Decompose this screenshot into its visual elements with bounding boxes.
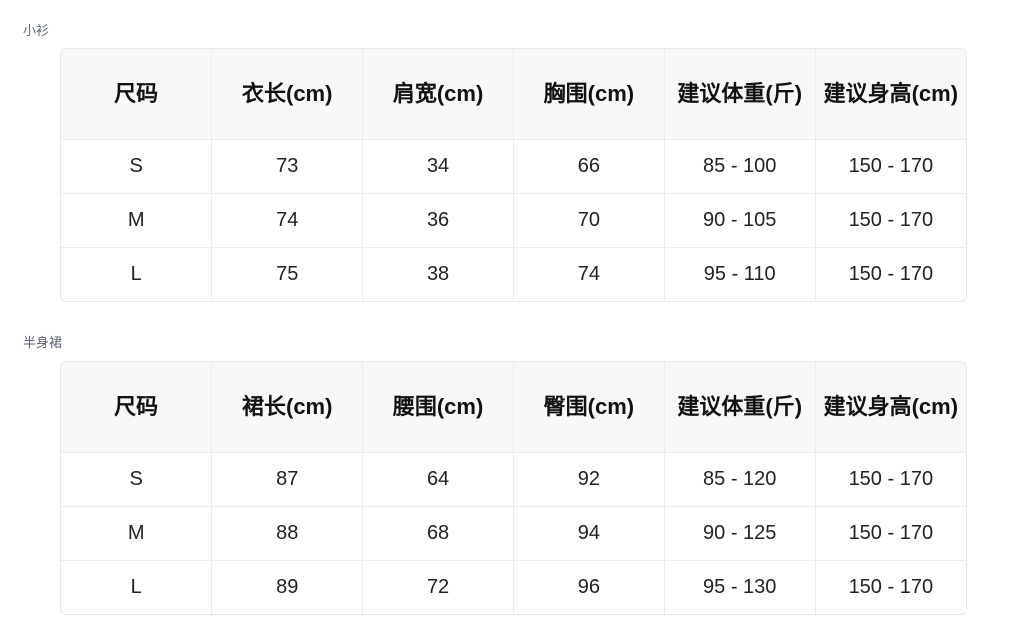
column-header-label: 腰围(cm) (392, 394, 484, 419)
column-header: 建议身高(cm) (815, 362, 966, 453)
table-row: L 89 72 96 95 - 130 150 - 170 (61, 560, 966, 614)
table-cell: 89 (211, 560, 364, 614)
table-title: 小衫 (23, 23, 50, 38)
table-cell: 66 (513, 139, 665, 194)
table-cell: 95 - 110 (664, 247, 816, 301)
column-header: 建议体重(斤) (664, 49, 816, 140)
table-cell: 150 - 170 (815, 139, 966, 194)
table-row: S 87 64 92 85 - 120 150 - 170 (61, 452, 966, 507)
table-cell: 90 - 105 (664, 193, 816, 248)
column-header-label: 臀围(cm) (543, 394, 635, 419)
table-row: S 73 34 66 85 - 100 150 - 170 (61, 139, 966, 194)
table-row: M 74 36 70 90 - 105 150 - 170 (61, 193, 966, 248)
column-header-label: 衣长(cm) (242, 81, 333, 106)
table-cell: 150 - 170 (815, 193, 966, 248)
table-cell: 34 (362, 139, 514, 194)
table-cell: 85 - 100 (664, 139, 816, 194)
table-cell: 75 (211, 247, 364, 301)
table-cell: 150 - 170 (848, 576, 934, 598)
table-cell: 68 (362, 506, 514, 561)
header-row: 尺码 衣长(cm) 肩宽(cm) 胸围(cm) 建议体重(斤) 建议身高(cm) (61, 49, 966, 140)
table-title: 半身裙 (23, 335, 63, 350)
column-header-label: 胸围(cm) (543, 81, 635, 106)
table-cell: 73 (211, 139, 364, 194)
table-cell: 70 (513, 193, 665, 248)
size-table: 尺码 裙长(cm) 腰围(cm) 臀围(cm) 建议体重(斤) 建议身高(cm) S 87 64… (60, 361, 967, 615)
table-cell: 96 (513, 560, 665, 614)
column-header: 肩宽(cm) (362, 49, 514, 140)
column-header: 建议体重(斤) (664, 362, 816, 453)
table-cell: 72 (362, 560, 514, 614)
column-header-label: 建议身高(cm) (823, 394, 959, 419)
table-cell: 36 (362, 193, 514, 248)
table-cell: 74 (513, 247, 665, 301)
table-cell: 94 (513, 506, 665, 561)
table-cell: 38 (362, 247, 514, 301)
table-cell: 74 (211, 193, 364, 248)
table-cell: L (61, 560, 213, 614)
column-header: 腰围(cm) (362, 362, 514, 453)
table-cell: L (61, 247, 213, 301)
column-header-label: 裙长(cm) (242, 394, 333, 419)
table-cell: M (61, 506, 213, 561)
table-row: M 88 68 94 90 - 125 150 - 170 (61, 506, 966, 561)
column-header-label: 建议身高(cm) (823, 81, 959, 106)
size-table: 尺码 衣长(cm) 肩宽(cm) 胸围(cm) 建议体重(斤) 建议身高(cm) S 73 34… (60, 48, 967, 302)
column-header: 裙长(cm) (211, 362, 364, 453)
table-cell: 150 - 170 (815, 506, 966, 561)
table-row: L 75 38 74 95 - 110 150 - 170 (61, 247, 966, 301)
table-cell: 150 - 170 (815, 452, 966, 507)
column-header: 尺码 (61, 49, 213, 140)
table-cell: 87 (211, 452, 364, 507)
table-cell: 150 - 170 (848, 263, 934, 285)
table-cell: 90 - 125 (664, 506, 816, 561)
column-header: 尺码 (61, 362, 213, 453)
table-cell: 64 (362, 452, 514, 507)
header-row: 尺码 裙长(cm) 腰围(cm) 臀围(cm) 建议体重(斤) 建议身高(cm) (61, 362, 966, 453)
column-header-label: 肩宽(cm) (392, 81, 484, 106)
column-header-label: 建议体重(斤) (677, 81, 803, 106)
column-header: 胸围(cm) (513, 49, 665, 140)
column-header-label: 建议体重(斤) (677, 394, 803, 419)
table-cell: 92 (513, 452, 665, 507)
table-cell: 95 - 130 (664, 560, 816, 614)
column-header-label: 尺码 (114, 394, 159, 419)
table-cell: 85 - 120 (664, 452, 816, 507)
column-header: 衣长(cm) (211, 49, 364, 140)
table-cell: 88 (211, 506, 364, 561)
column-header: 臀围(cm) (513, 362, 665, 453)
table-cell: S (61, 452, 213, 507)
column-header-label: 尺码 (114, 81, 159, 106)
column-header: 建议身高(cm) (815, 49, 966, 140)
table-cell: S (61, 139, 213, 194)
table-cell: M (61, 193, 213, 248)
